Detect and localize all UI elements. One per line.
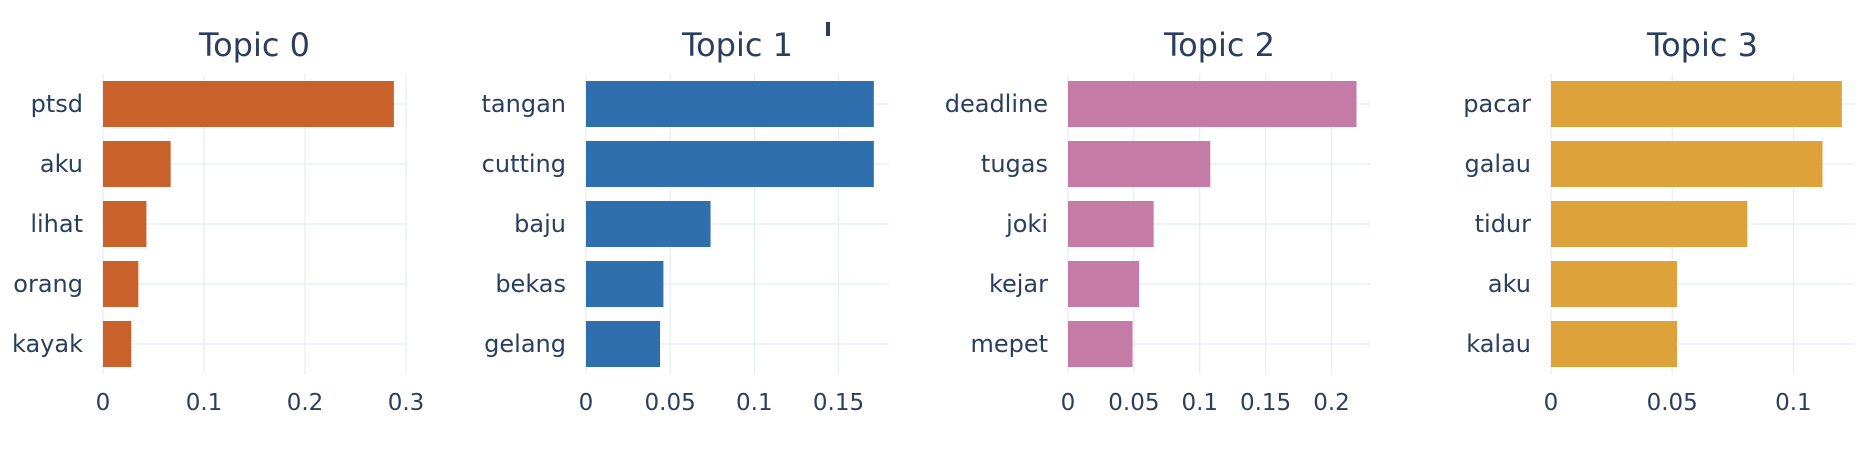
- subplot-title: Topic 2: [1163, 26, 1275, 64]
- bar-gelang: [586, 321, 661, 367]
- category-label: joki: [1005, 210, 1048, 238]
- bar-kalau: [1551, 321, 1678, 367]
- bar-pacar: [1551, 81, 1842, 127]
- bar-mepet: [1068, 321, 1133, 367]
- category-label: deadline: [945, 90, 1048, 118]
- bar-kejar: [1068, 261, 1140, 307]
- category-label: kejar: [989, 270, 1048, 298]
- x-tick-label: 0: [1061, 390, 1076, 416]
- bar-tugas: [1068, 141, 1211, 187]
- bar-orang: [103, 261, 139, 307]
- x-tick-label: 0.15: [1240, 390, 1291, 416]
- category-label: aku: [1488, 270, 1531, 298]
- subplot-title: Topic 1: [681, 26, 793, 64]
- category-label: gelang: [484, 330, 566, 358]
- x-tick-label: 0.2: [287, 390, 324, 416]
- category-label: kalau: [1466, 330, 1531, 358]
- bar-aku: [1551, 261, 1678, 307]
- x-tick-label: 0.2: [1313, 390, 1350, 416]
- subplot-title: Topic 3: [1646, 26, 1758, 64]
- x-tick-label: 0.15: [813, 390, 864, 416]
- category-label: kayak: [12, 330, 83, 358]
- category-label: tidur: [1475, 210, 1532, 238]
- category-label: ptsd: [31, 90, 83, 118]
- category-label: cutting: [482, 150, 566, 178]
- x-tick-label: 0.1: [736, 390, 773, 416]
- category-label: pacar: [1463, 90, 1531, 118]
- x-tick-label: 0: [1544, 390, 1559, 416]
- x-tick-label: 0.05: [645, 390, 696, 416]
- x-tick-label: 0.05: [1108, 390, 1159, 416]
- bar-galau: [1551, 141, 1823, 187]
- category-label: bekas: [495, 270, 566, 298]
- bar-deadline: [1068, 81, 1357, 127]
- category-label: lihat: [30, 210, 83, 238]
- subplot-title: Topic 0: [198, 26, 310, 64]
- bar-kayak: [103, 321, 132, 367]
- category-label: aku: [40, 150, 83, 178]
- x-tick-label: 0.1: [1775, 390, 1812, 416]
- category-label: tangan: [482, 90, 566, 118]
- x-tick-label: 0: [96, 390, 111, 416]
- title-fragment-mark: [826, 22, 830, 36]
- category-label: mepet: [970, 330, 1048, 358]
- bar-joki: [1068, 201, 1154, 247]
- bar-cutting: [586, 141, 874, 187]
- bar-ptsd: [103, 81, 394, 127]
- category-label: tugas: [981, 150, 1048, 178]
- bar-tidur: [1551, 201, 1748, 247]
- x-tick-label: 0.3: [388, 390, 425, 416]
- bar-tangan: [586, 81, 874, 127]
- category-label: galau: [1464, 150, 1531, 178]
- category-label: baju: [514, 210, 566, 238]
- bar-aku: [103, 141, 171, 187]
- x-tick-label: 0.05: [1647, 390, 1698, 416]
- x-tick-label: 0.1: [1181, 390, 1218, 416]
- bar-lihat: [103, 201, 147, 247]
- bar-bekas: [586, 261, 664, 307]
- category-label: orang: [13, 270, 83, 298]
- bar-baju: [586, 201, 711, 247]
- x-tick-label: 0.1: [186, 390, 223, 416]
- x-tick-label: 0: [579, 390, 594, 416]
